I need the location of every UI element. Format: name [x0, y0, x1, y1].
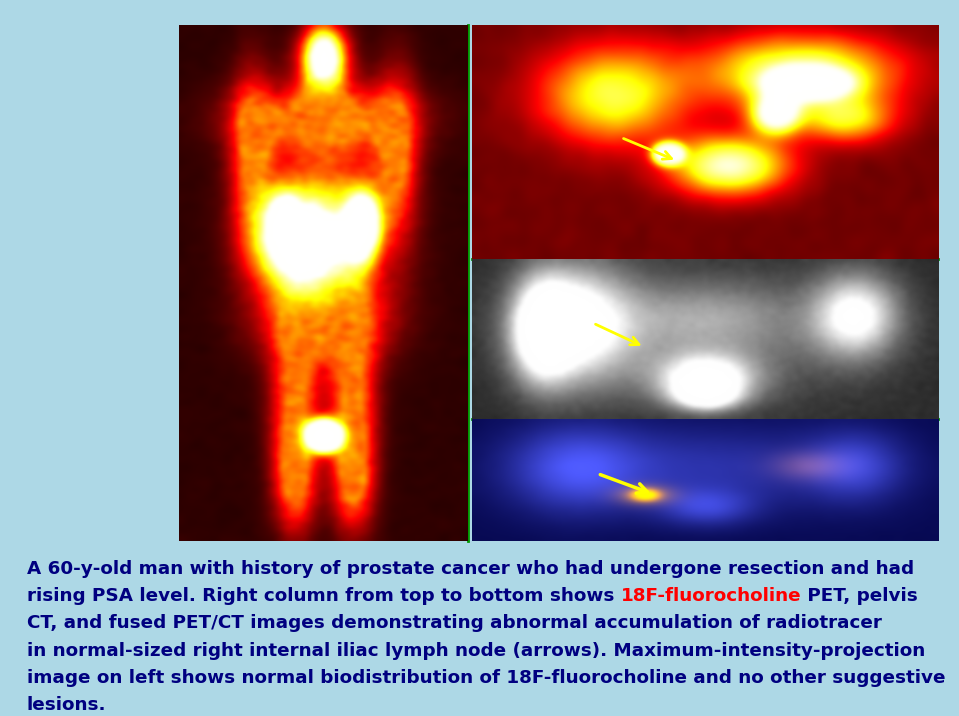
Text: A 60-y-old man with history of prostate cancer who had undergone resection and h: A 60-y-old man with history of prostate …	[27, 560, 914, 578]
Text: 18F-fluorocholine: 18F-fluorocholine	[620, 587, 801, 605]
Text: image on left shows normal biodistribution of 18F-fluorocholine and no other sug: image on left shows normal biodistributi…	[27, 669, 946, 687]
Text: rising PSA level. Right column from top to bottom shows: rising PSA level. Right column from top …	[27, 587, 620, 605]
Text: in normal-sized right internal iliac lymph node (arrows). Maximum-intensity-proj: in normal-sized right internal iliac lym…	[27, 642, 925, 659]
Text: PET, pelvis: PET, pelvis	[801, 587, 918, 605]
Text: CT, and fused PET/CT images demonstrating abnormal accumulation of radiotracer: CT, and fused PET/CT images demonstratin…	[27, 614, 881, 632]
Text: lesions.: lesions.	[27, 696, 106, 714]
